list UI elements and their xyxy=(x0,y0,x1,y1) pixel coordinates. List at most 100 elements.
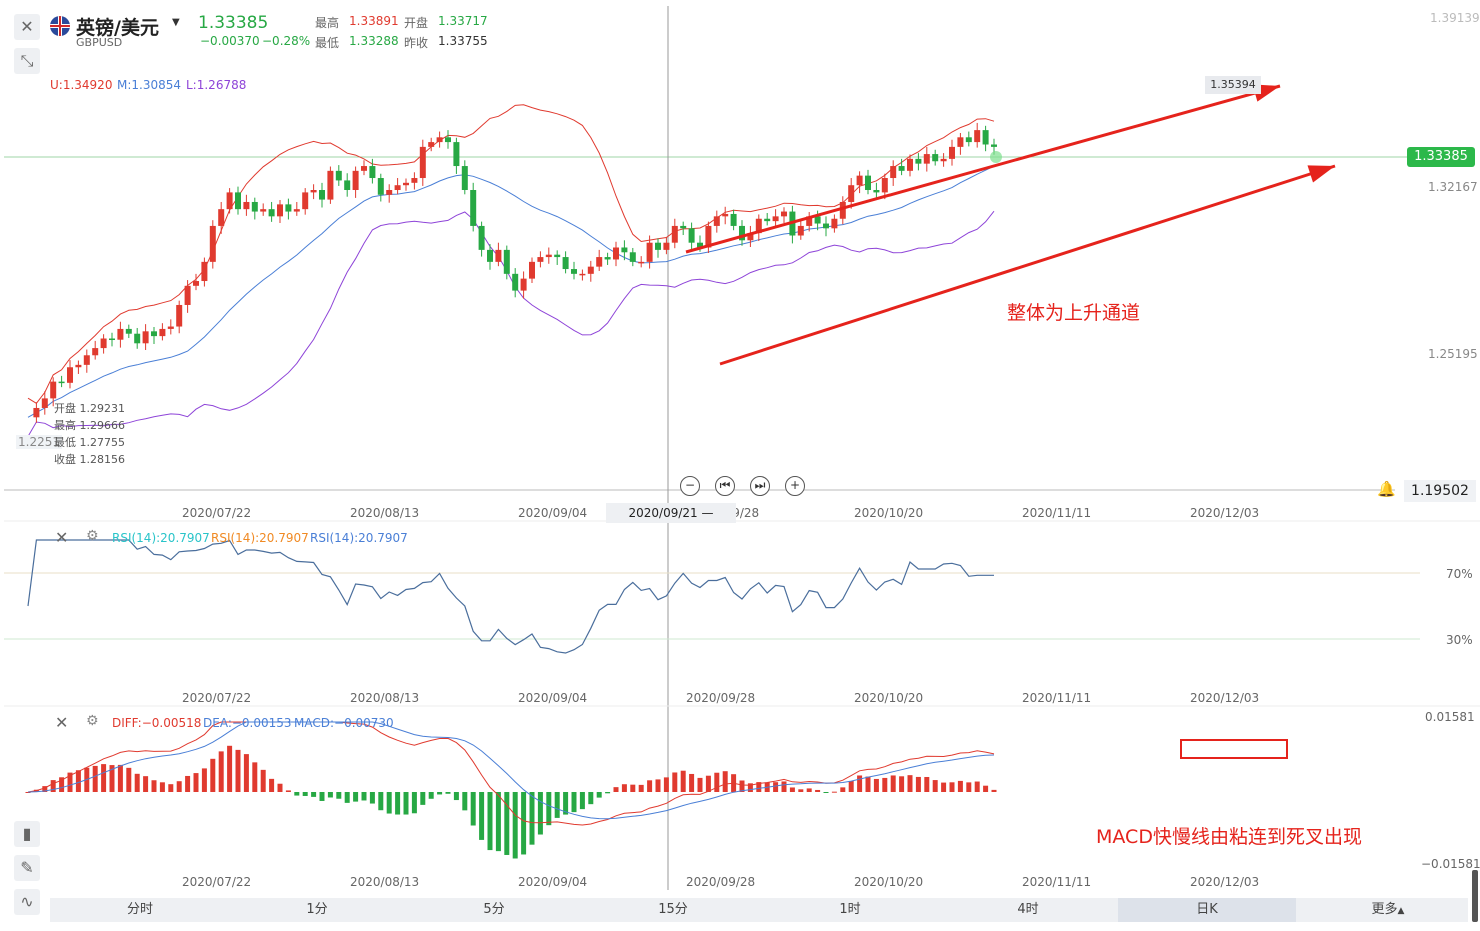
low-label: 最低 xyxy=(315,36,340,50)
candle-body xyxy=(537,257,544,262)
candle-body xyxy=(142,331,149,344)
boll-middle-label: M:1.30854 xyxy=(117,78,182,92)
draw-pencil-icon[interactable]: ✎ xyxy=(14,855,40,881)
macd-histogram-bar xyxy=(638,784,644,792)
macd-histogram-bar xyxy=(689,773,695,792)
price-alert-bell-icon[interactable]: 🔔 xyxy=(1377,480,1396,498)
macd-dea-line xyxy=(27,721,995,820)
tf-tab-1m[interactable]: 1分 xyxy=(306,902,328,917)
macd-histogram-bar xyxy=(50,780,56,792)
candle-body xyxy=(781,211,787,217)
candle-body xyxy=(722,213,729,217)
candle-body xyxy=(562,257,569,270)
macd-histogram-bar xyxy=(781,781,787,792)
macd-histogram-bar xyxy=(924,776,930,792)
instrument-title[interactable]: 英镑/美元 xyxy=(76,17,159,39)
macd-histogram-bar xyxy=(571,792,577,813)
rsi-settings-icon[interactable]: ⚙ xyxy=(86,528,99,544)
high-marker-price: 1.35394 xyxy=(1205,76,1261,94)
macd-settings-icon[interactable]: ⚙ xyxy=(86,713,99,729)
candle-body xyxy=(621,247,628,253)
candle-body xyxy=(478,225,485,250)
tf-tab-4h[interactable]: 4时 xyxy=(1017,902,1039,917)
tf-tab-timeshare[interactable]: 分时 xyxy=(126,902,153,917)
timeframe-toolbar: 分时 1分 5分 15分 1时 4时 日K 更多▲ xyxy=(0,898,1480,922)
tf-tab-daily[interactable]: 日K xyxy=(1118,898,1296,922)
zoom-in-button[interactable]: + xyxy=(785,476,805,496)
candle-body xyxy=(243,201,250,210)
candle-body xyxy=(167,326,174,329)
macd-histogram-bar xyxy=(941,782,947,792)
rsi-close-icon[interactable]: ✕ xyxy=(55,528,69,547)
macd-diff-label: DIFF:−0.00518 xyxy=(112,716,202,730)
rsi-level-70: 70% xyxy=(1446,567,1473,581)
candle-body xyxy=(932,154,939,162)
macd-histogram-bar xyxy=(714,772,720,792)
macd-histogram-bar xyxy=(269,778,275,792)
candle-body xyxy=(806,216,813,226)
rsi-label-2: RSI(14):20.7907 xyxy=(211,531,309,545)
candle-body xyxy=(403,182,409,186)
macd-histogram-bar xyxy=(647,780,653,792)
macd-histogram-bar xyxy=(865,776,871,792)
tf-tab-more[interactable]: 更多▲ xyxy=(1360,898,1416,922)
indicator-tool-icon[interactable]: ▮ xyxy=(14,821,40,847)
candle-body xyxy=(705,225,712,248)
shrink-icon[interactable]: ⤡ xyxy=(14,48,40,74)
x-label-rsi-3: 2020/09/04 xyxy=(518,691,588,705)
title-dropdown-caret-icon[interactable]: ▼ xyxy=(172,17,180,28)
macd-histogram-bar xyxy=(789,787,795,792)
macd-histogram-bar xyxy=(277,783,283,792)
candle-body xyxy=(386,190,393,195)
macd-histogram-bar xyxy=(185,775,191,792)
jump-end-button[interactable]: ⏭ xyxy=(750,476,770,496)
x-label-rsi-7: 2020/12/03 xyxy=(1190,691,1260,705)
candle-body xyxy=(638,261,645,264)
open-value: 1.33717 xyxy=(438,14,488,28)
zoom-out-button[interactable]: − xyxy=(680,476,700,496)
candle-body xyxy=(629,252,636,262)
close-chart-icon[interactable]: ✕ xyxy=(14,14,40,40)
prev-close-value: 1.33755 xyxy=(438,34,488,48)
current-price: 1.33385 xyxy=(198,13,269,33)
candle-body xyxy=(587,266,594,274)
candle-body xyxy=(764,218,771,222)
candle-body xyxy=(428,142,435,147)
macd-histogram-bar xyxy=(831,791,837,793)
x-label-main-1: 2020/07/22 xyxy=(182,506,252,520)
macd-histogram-bar xyxy=(453,792,459,801)
candle-body xyxy=(965,137,972,143)
candle-body xyxy=(209,225,216,262)
macd-close-icon[interactable]: ✕ xyxy=(55,713,69,732)
macd-histogram-bar xyxy=(747,783,753,792)
candle-body xyxy=(33,407,40,418)
price-change-pct: −0.28% xyxy=(262,34,311,48)
candle-body xyxy=(268,209,275,217)
macd-axis-bottom: −0.01581 xyxy=(1421,857,1480,871)
macd-histogram-bar xyxy=(957,780,963,792)
tf-tab-15m[interactable]: 15分 xyxy=(658,902,688,917)
trendline-tool-icon[interactable]: ∿ xyxy=(14,889,40,915)
candle-body xyxy=(125,328,132,334)
candle-body xyxy=(310,190,317,193)
candle-body xyxy=(159,328,166,337)
channel-lower-arrow-head xyxy=(1307,165,1335,183)
macd-histogram-bar xyxy=(890,775,896,792)
tf-tab-5m[interactable]: 5分 xyxy=(483,902,505,917)
macd-histogram-bar xyxy=(386,792,392,814)
macd-histogram-bar xyxy=(134,773,140,792)
candle-body xyxy=(377,178,384,195)
macd-histogram-bar xyxy=(353,792,359,802)
macd-histogram-bar xyxy=(92,765,98,792)
price-axis-top: 1.39139 xyxy=(1430,11,1480,25)
tf-tab-1h[interactable]: 1时 xyxy=(839,902,861,917)
macd-histogram-bar xyxy=(495,792,501,852)
x-label-rsi-4: 2020/09/28 xyxy=(686,691,756,705)
scrollbar-handle[interactable] xyxy=(1472,870,1478,922)
jump-start-button[interactable]: ⏮ xyxy=(715,476,735,496)
candle-body xyxy=(394,185,401,191)
macd-histogram-bar xyxy=(59,777,65,792)
macd-axis-top: 0.01581 xyxy=(1425,710,1475,724)
macd-histogram-bar xyxy=(369,792,375,804)
macd-histogram-bar xyxy=(966,782,972,792)
